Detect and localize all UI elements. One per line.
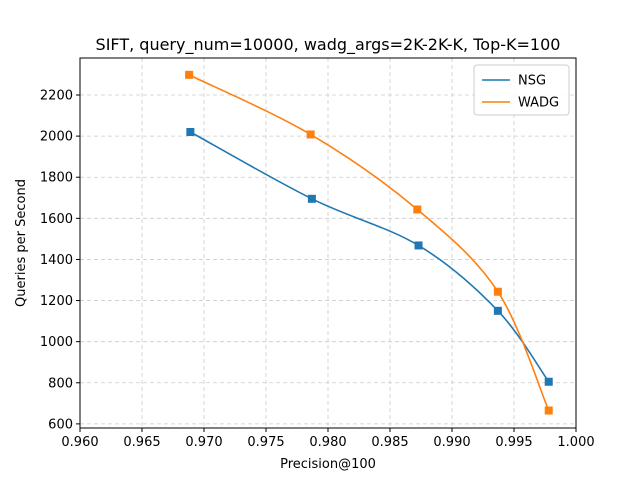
data-point-wadg: [306, 130, 315, 139]
data-point-wadg: [544, 406, 553, 415]
legend-label-wadg: WADG: [518, 96, 559, 111]
x-tick-label: 0.970: [185, 435, 222, 450]
y-tick-label: 800: [48, 376, 73, 391]
series-wadg: [185, 70, 553, 415]
x-tick-label: 0.975: [247, 435, 284, 450]
x-tick-label: 0.965: [123, 435, 160, 450]
data-point-nsg: [307, 194, 316, 203]
legend: NSG WADG: [473, 64, 570, 116]
y-tick-label: 1200: [40, 294, 73, 309]
y-tick-label: 1400: [40, 253, 73, 268]
y-axis: 600 800 1000 1200 1400 1600 1800 2000 2200: [40, 89, 80, 432]
grid-lines: [79, 58, 577, 428]
y-tick-label: 1800: [40, 171, 73, 186]
x-tick-label: 0.985: [371, 435, 408, 450]
x-axis: 0.960 0.965 0.970 0.975 0.980 0.985 0.990 0.995…: [61, 428, 595, 450]
data-point-nsg: [544, 377, 553, 386]
series-layer: [185, 70, 553, 415]
data-point-wadg: [185, 70, 194, 79]
x-tick-label: 0.995: [495, 435, 532, 450]
y-tick-label: 1000: [40, 335, 73, 350]
y-tick-label: 1600: [40, 212, 73, 227]
x-axis-label: Precision@100: [280, 457, 376, 472]
data-point-nsg: [414, 241, 423, 250]
chart-title: SIFT, query_num=10000, wadg_args=2K-2K-K…: [96, 35, 561, 55]
x-tick-label: 0.960: [61, 435, 98, 450]
y-axis-label: Queries per Second: [14, 179, 29, 307]
data-point-wadg: [413, 205, 422, 214]
x-tick-label: 0.980: [309, 435, 346, 450]
x-tick-label: 0.990: [433, 435, 470, 450]
series-nsg: [186, 128, 553, 386]
data-point-nsg: [186, 128, 195, 136]
y-tick-label: 600: [48, 417, 73, 432]
y-tick-label: 2000: [40, 130, 73, 145]
y-tick-label: 2200: [40, 89, 73, 104]
legend-label-nsg: NSG: [518, 74, 546, 89]
data-point-nsg: [493, 306, 502, 315]
data-point-wadg: [493, 287, 502, 296]
x-tick-label: 1.000: [557, 435, 594, 450]
